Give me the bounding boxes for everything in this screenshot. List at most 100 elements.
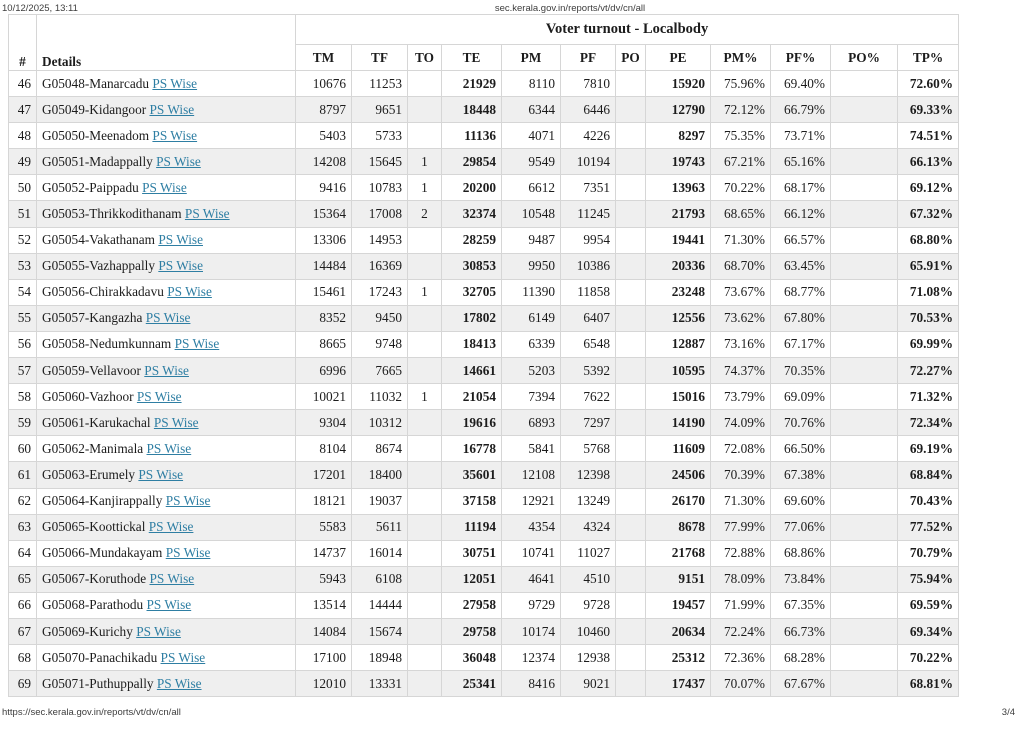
cell-pf: 7622 xyxy=(560,383,616,411)
cell-to: 1 xyxy=(407,174,442,202)
cell-pf: 4324 xyxy=(560,513,616,541)
cell-po xyxy=(615,357,646,385)
cell-pf-pct: 66.79% xyxy=(770,96,831,124)
ps-wise-link[interactable]: PS Wise xyxy=(149,101,195,117)
cell-pm-pct: 71.99% xyxy=(710,591,771,619)
table-row: 69 G05071-Puthuppally PS Wise 12010 13331 25… xyxy=(8,670,960,698)
cell-pm: 10174 xyxy=(501,617,561,646)
ps-wise-link[interactable]: PS Wise xyxy=(146,597,192,613)
cell-te: 37158 xyxy=(441,487,502,515)
table-row: 68 G05070-Panachikadu PS Wise 17100 18948 36… xyxy=(8,644,960,672)
cell-po-pct xyxy=(830,435,898,463)
column-header-details: Details xyxy=(36,14,296,71)
cell-tp-pct: 71.32% xyxy=(896,383,960,411)
cell-po-pct xyxy=(830,670,898,698)
localbody-name: G05055-Vazhappally xyxy=(42,258,155,274)
details-cell: G05062-Manimala PS Wise xyxy=(36,435,296,463)
localbody-name: G05060-Vazhoor xyxy=(42,388,134,404)
cell-to: 2 xyxy=(407,200,442,228)
ps-wise-link[interactable]: PS Wise xyxy=(148,519,194,535)
ps-wise-link[interactable]: PS Wise xyxy=(160,649,206,665)
cell-tp-pct: 71.08% xyxy=(896,278,960,306)
cell-po-pct xyxy=(830,330,898,359)
cell-te: 12051 xyxy=(441,565,502,593)
cell-tm: 10021 xyxy=(295,383,352,411)
ps-wise-link[interactable]: PS Wise xyxy=(158,232,203,248)
cell-tp-pct: 75.94% xyxy=(896,565,960,593)
cell-tp-pct: 68.81% xyxy=(896,670,960,698)
ps-wise-link[interactable]: PS Wise xyxy=(174,336,220,352)
ps-wise-link[interactable]: PS Wise xyxy=(136,623,181,639)
row-number: 50 xyxy=(8,174,37,202)
cell-po xyxy=(615,539,646,567)
cell-pf: 7810 xyxy=(560,69,616,98)
cell-po-pct xyxy=(830,174,898,202)
cell-po-pct xyxy=(830,461,898,489)
ps-wise-link[interactable]: PS Wise xyxy=(142,179,187,195)
cell-te: 28259 xyxy=(441,226,502,254)
cell-pf: 6548 xyxy=(560,330,616,359)
cell-tf: 15674 xyxy=(351,617,408,646)
localbody-name: G05069-Kurichy xyxy=(42,623,133,639)
cell-po xyxy=(615,565,646,593)
cell-tf: 9748 xyxy=(351,330,408,359)
cell-po-pct xyxy=(830,383,898,411)
cell-te: 29758 xyxy=(441,617,502,646)
cell-te: 14661 xyxy=(441,357,502,385)
table-row: 53 G05055-Vazhappally PS Wise 14484 16369 30… xyxy=(8,252,960,280)
cell-te: 25341 xyxy=(441,670,502,698)
ps-wise-link[interactable]: PS Wise xyxy=(156,675,202,691)
ps-wise-link[interactable]: PS Wise xyxy=(167,284,212,300)
column-header-tp-pct: TP% xyxy=(896,44,960,71)
ps-wise-link[interactable]: PS Wise xyxy=(149,571,195,587)
cell-to xyxy=(407,670,442,698)
cell-tf: 5611 xyxy=(351,513,408,541)
ps-wise-link[interactable]: PS Wise xyxy=(153,414,199,430)
ps-wise-link[interactable]: PS Wise xyxy=(158,258,203,274)
cell-pm-pct: 72.24% xyxy=(710,617,771,646)
row-number: 61 xyxy=(8,461,37,489)
ps-wise-link[interactable]: PS Wise xyxy=(145,310,191,326)
cell-to xyxy=(407,304,442,332)
cell-pm: 11390 xyxy=(501,278,561,306)
ps-wise-link[interactable]: PS Wise xyxy=(156,153,201,169)
cell-te: 30751 xyxy=(441,539,502,567)
row-number: 46 xyxy=(8,69,37,98)
cell-pm: 6612 xyxy=(501,174,561,202)
cell-tf: 13331 xyxy=(351,670,408,698)
cell-pm: 5841 xyxy=(501,435,561,463)
cell-tf: 8674 xyxy=(351,435,408,463)
ps-wise-link[interactable]: PS Wise xyxy=(144,362,189,378)
cell-po-pct xyxy=(830,200,898,228)
ps-wise-link[interactable]: PS Wise xyxy=(184,206,230,222)
cell-tf: 19037 xyxy=(351,487,408,515)
ps-wise-link[interactable]: PS Wise xyxy=(136,388,182,404)
cell-pf: 13249 xyxy=(560,487,616,515)
row-number: 58 xyxy=(8,383,37,411)
table-row: 67 G05069-Kurichy PS Wise 14084 15674 29758 1… xyxy=(8,617,960,646)
row-number: 67 xyxy=(8,617,37,646)
details-cell: G05069-Kurichy PS Wise xyxy=(36,617,296,646)
cell-te: 17802 xyxy=(441,304,502,332)
cell-pf-pct: 67.80% xyxy=(770,304,831,332)
row-number: 51 xyxy=(8,200,37,228)
ps-wise-link[interactable]: PS Wise xyxy=(138,466,184,482)
cell-te: 20200 xyxy=(441,174,502,202)
ps-wise-link[interactable]: PS Wise xyxy=(152,75,198,91)
details-cell: G05050-Meenadom PS Wise xyxy=(36,122,296,150)
cell-pf: 11858 xyxy=(560,278,616,306)
table-row: 51 G05053-Thrikkodithanam PS Wise 15364 170… xyxy=(8,200,960,228)
column-header-pm-pct: PM% xyxy=(710,44,771,71)
details-cell: G05066-Mundakayam PS Wise xyxy=(36,539,296,567)
ps-wise-link[interactable]: PS Wise xyxy=(152,127,198,143)
cell-tf: 9651 xyxy=(351,96,408,124)
row-number: 54 xyxy=(8,278,37,306)
ps-wise-link[interactable]: PS Wise xyxy=(165,493,211,509)
cell-pf: 5768 xyxy=(560,435,616,463)
cell-te: 19616 xyxy=(441,409,502,437)
row-number: 53 xyxy=(8,252,37,280)
ps-wise-link[interactable]: PS Wise xyxy=(146,440,192,456)
ps-wise-link[interactable]: PS Wise xyxy=(165,545,211,561)
cell-to xyxy=(407,330,442,359)
column-header-hash: # xyxy=(8,14,37,71)
